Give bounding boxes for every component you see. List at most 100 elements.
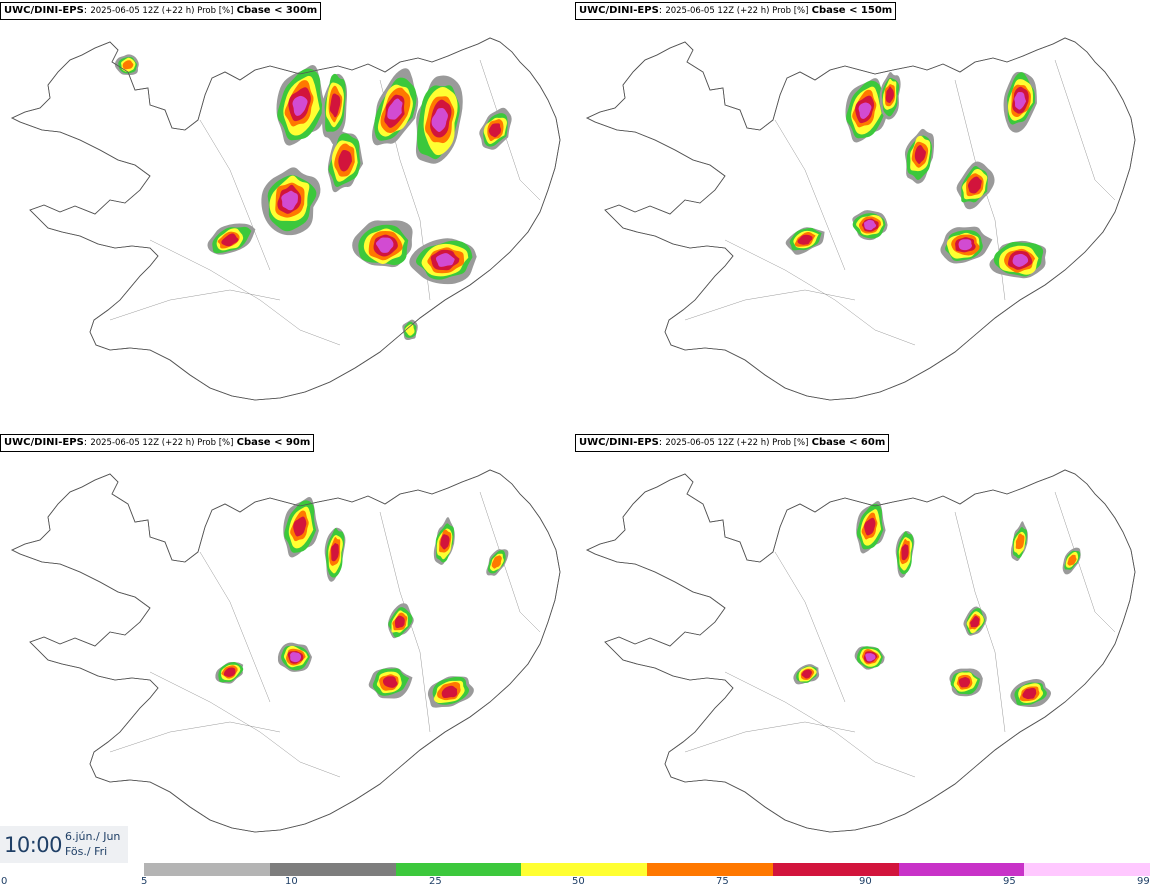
map-line	[724, 671, 916, 778]
probability-area	[431, 107, 448, 133]
variable-name: Cbase < 60m	[811, 437, 886, 448]
panel-title: UWC/DINI-EPS: 2025-06-05 12Z (+22 h) Pro…	[0, 2, 322, 20]
run-info: 2025-06-05 12Z (+22 h) Prob [%]	[90, 438, 234, 448]
valid-date: 6.jún./ Jun	[65, 830, 121, 843]
legend-color-segment	[1024, 863, 1150, 876]
probability-area	[122, 60, 134, 70]
run-info: 2025-06-05 12Z (+22 h) Prob [%]	[665, 6, 809, 16]
probability-area	[858, 102, 872, 119]
probability-area	[281, 190, 298, 211]
variable-name: Cbase < 90m	[236, 437, 311, 448]
map-line	[774, 551, 846, 703]
model-name: UWC/DINI-EPS	[579, 437, 659, 448]
probability-area	[435, 253, 455, 267]
probability-area	[293, 516, 307, 537]
valid-weekday: Fös./ Fri	[65, 845, 108, 858]
probability-area	[1067, 554, 1077, 566]
map-panel-cbase-60: UWC/DINI-EPS: 2025-06-05 12Z (+22 h) Pro…	[575, 432, 1150, 864]
map-line	[479, 59, 541, 201]
probability-area	[967, 176, 982, 194]
probability-area	[958, 239, 973, 251]
probability-area	[329, 93, 341, 118]
legend-tick-label: 75	[716, 876, 729, 887]
map-line	[774, 119, 846, 271]
map-line	[684, 289, 856, 321]
probability-area	[1015, 533, 1025, 550]
iceland-map	[11, 469, 561, 833]
iceland-map	[586, 37, 1136, 401]
map-line	[724, 239, 916, 346]
legend-color-segment	[269, 863, 396, 876]
legend-tick-label: 99	[1137, 876, 1150, 887]
map-line	[479, 491, 541, 633]
probability-area	[331, 543, 339, 562]
probability-area	[958, 677, 971, 688]
map-line	[684, 721, 856, 753]
legend-color-segment	[144, 863, 270, 876]
probability-area	[1022, 687, 1037, 700]
model-name: UWC/DINI-EPS	[4, 437, 84, 448]
variable-name: Cbase < 150m	[811, 5, 893, 16]
coastline-outline	[586, 37, 1136, 401]
probability-area	[1014, 91, 1027, 110]
map-line	[109, 289, 281, 321]
legend-color-segment	[898, 863, 1025, 876]
probability-area	[801, 669, 812, 679]
map-panel-cbase-90: UWC/DINI-EPS: 2025-06-05 12Z (+22 h) Pro…	[0, 432, 575, 864]
iceland-map	[11, 37, 561, 401]
valid-time: 10:00	[4, 833, 63, 857]
probability-area	[914, 144, 926, 164]
map-line	[109, 721, 281, 753]
probability-area	[491, 555, 502, 569]
legend-color-segment	[521, 863, 647, 876]
map-panel-cbase-300: UWC/DINI-EPS: 2025-06-05 12Z (+22 h) Pro…	[0, 0, 575, 432]
probability-area	[292, 95, 308, 116]
legend-color-segment	[647, 863, 773, 876]
probability-area	[1012, 253, 1029, 267]
probability-area	[885, 86, 894, 103]
variable-name: Cbase < 300m	[236, 5, 318, 16]
probability-area	[394, 615, 405, 628]
map-panel-cbase-150: UWC/DINI-EPS: 2025-06-05 12Z (+22 h) Pro…	[575, 0, 1150, 432]
probability-area	[404, 324, 415, 336]
map-line	[149, 239, 341, 346]
probability-area	[864, 517, 876, 536]
probability-area	[863, 219, 877, 231]
run-info: 2025-06-05 12Z (+22 h) Prob [%]	[90, 6, 234, 16]
map-line	[1054, 491, 1116, 633]
probability-area	[221, 233, 239, 247]
legend-tick-label: 5	[141, 876, 148, 887]
legend-tick-label: 50	[572, 876, 585, 887]
legend-tick-label: 0	[1, 876, 8, 887]
legend-color-segment	[772, 863, 899, 876]
probability-area	[440, 534, 450, 550]
probability-area	[797, 234, 813, 245]
legend-tick-label: 95	[1003, 876, 1016, 887]
run-info: 2025-06-05 12Z (+22 h) Prob [%]	[665, 438, 809, 448]
map-line	[199, 551, 271, 703]
model-name: UWC/DINI-EPS	[4, 5, 84, 16]
coastline-outline	[11, 469, 561, 833]
legend-tick-label: 25	[429, 876, 442, 887]
legend-tick-label: 10	[285, 876, 298, 887]
model-name: UWC/DINI-EPS	[579, 5, 659, 16]
probability-legend	[144, 863, 1150, 876]
probability-area	[382, 676, 398, 688]
map-line	[1054, 59, 1116, 201]
probability-area	[387, 98, 403, 120]
iceland-map	[586, 469, 1136, 833]
probability-area	[488, 123, 502, 138]
legend-color-segment	[395, 863, 522, 876]
map-line	[149, 671, 341, 778]
valid-time-box: 10:00 6.jún./ Jun Fös./ Fri	[0, 826, 128, 863]
probability-area	[223, 667, 236, 677]
probability-area	[375, 237, 394, 253]
probability-area	[290, 652, 302, 663]
probability-area	[865, 653, 876, 662]
legend-tick-label: 90	[859, 876, 872, 887]
probability-area	[970, 615, 980, 628]
map-line	[199, 119, 271, 271]
panel-title: UWC/DINI-EPS: 2025-06-05 12Z (+22 h) Pro…	[575, 434, 890, 452]
probability-area	[901, 544, 909, 561]
coastline-outline	[586, 469, 1136, 833]
